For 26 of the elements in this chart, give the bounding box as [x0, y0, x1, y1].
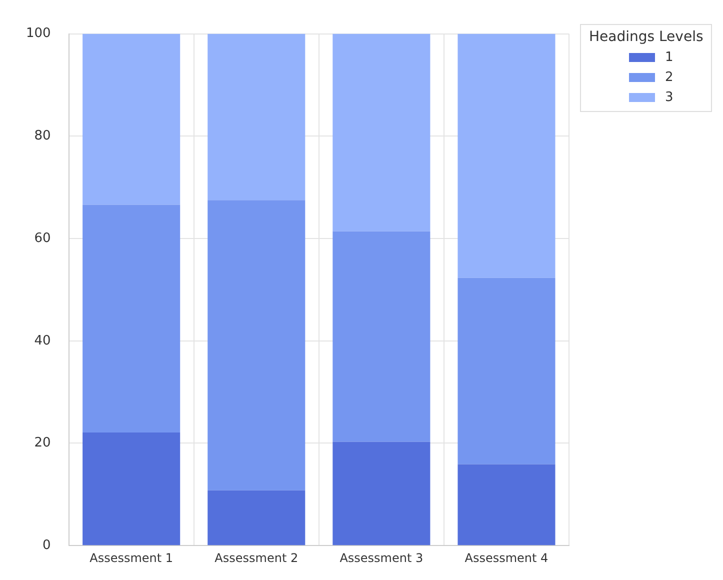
bar	[458, 464, 556, 546]
bar	[208, 34, 306, 200]
y-tick-label: 40	[34, 333, 51, 348]
legend-label: 1	[665, 50, 674, 64]
bar	[82, 432, 180, 546]
bar	[82, 34, 180, 205]
bar	[332, 231, 430, 442]
bar	[82, 204, 180, 432]
bar	[208, 490, 306, 546]
legend-title: Headings Levels	[589, 29, 704, 45]
x-tick-label: Assessment 1	[90, 550, 174, 565]
bar	[208, 200, 306, 490]
bar	[332, 442, 430, 546]
y-tick-label: 80	[34, 128, 51, 144]
y-tick-label: 100	[26, 26, 51, 42]
legend-label: 3	[665, 90, 674, 104]
bar	[458, 34, 556, 278]
y-tick-label: 20	[34, 436, 51, 451]
y-tick-label: 0	[42, 538, 51, 553]
y-tick-label: 60	[34, 230, 51, 246]
x-tick-label: Assessment 2	[214, 550, 298, 565]
x-tick-label: Assessment 3	[340, 550, 424, 565]
legend-label: 2	[665, 70, 674, 84]
bar	[332, 34, 430, 232]
x-tick-label: Assessment 4	[464, 550, 548, 565]
bar	[458, 278, 556, 464]
